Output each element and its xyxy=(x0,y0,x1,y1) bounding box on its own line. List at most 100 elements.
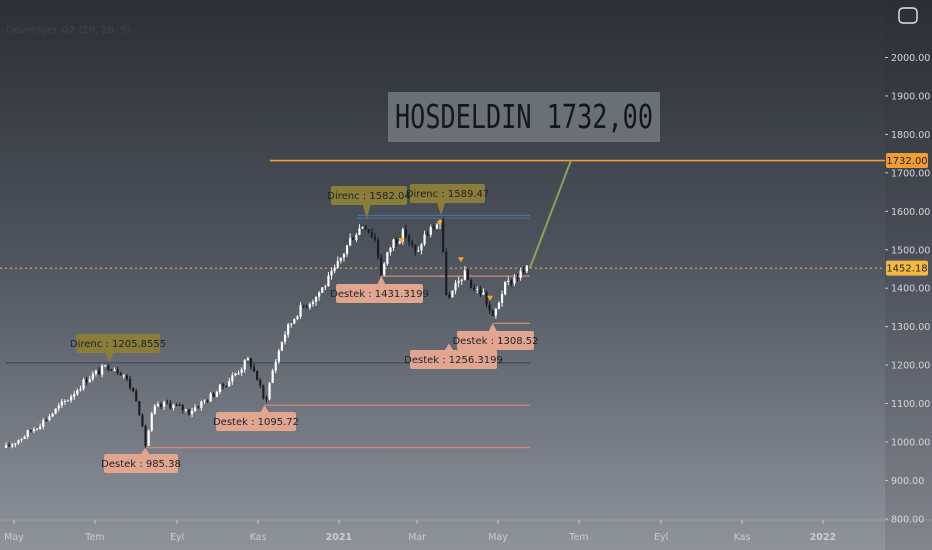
destek-label-box[interactable] xyxy=(216,412,296,431)
candle-body xyxy=(79,389,82,391)
candle-body xyxy=(302,305,305,307)
candle-body xyxy=(435,224,439,229)
price-badge[interactable] xyxy=(886,260,928,276)
candle-body xyxy=(107,365,110,370)
candle-body xyxy=(122,375,125,377)
candle-body xyxy=(525,265,528,272)
indicator-legend[interactable]: Developer_07 (20, 20, 5) xyxy=(6,25,131,36)
y-tick-label: 1200.00 xyxy=(891,361,930,372)
peak-marker xyxy=(436,220,443,226)
candle-body xyxy=(20,438,23,441)
direnc-label-box[interactable] xyxy=(410,184,485,203)
price-badge[interactable] xyxy=(886,153,928,169)
destek-label-box[interactable] xyxy=(410,350,497,369)
x-tick-label: May xyxy=(4,532,24,543)
candle-body xyxy=(66,400,70,402)
direnc-label-text: Direnc : 1582.04 xyxy=(327,191,410,202)
candle-body xyxy=(426,234,429,236)
candle-body xyxy=(73,394,76,397)
x-tick-label: 2021 xyxy=(326,532,352,543)
candle-body xyxy=(187,409,191,415)
candle-body xyxy=(389,247,392,253)
candle-body xyxy=(324,286,327,288)
candle-body xyxy=(153,406,156,414)
candle-body xyxy=(420,244,423,251)
candle-body xyxy=(510,280,513,284)
y-tick-label: 800.00 xyxy=(891,514,924,525)
direnc-label-box[interactable] xyxy=(76,334,160,353)
candle-body xyxy=(240,369,243,373)
candle-body xyxy=(212,393,215,397)
candle-body xyxy=(349,237,352,246)
callout-pointer xyxy=(377,276,386,284)
candle-body xyxy=(488,304,491,311)
candle-body xyxy=(469,279,473,289)
candle-body xyxy=(175,404,178,406)
y-tick-label: 1900.00 xyxy=(891,91,930,102)
candle-body xyxy=(29,430,32,432)
direnc-label-box[interactable] xyxy=(331,186,407,205)
candle-body xyxy=(215,392,218,397)
candle-body xyxy=(234,373,237,376)
candle-body xyxy=(94,370,98,374)
candle-body xyxy=(243,360,246,370)
candle-body xyxy=(280,341,284,351)
candle-body xyxy=(482,292,485,295)
candle-body xyxy=(221,384,225,387)
candle-body xyxy=(150,413,153,431)
candle-body xyxy=(463,270,466,280)
candle-body xyxy=(321,287,324,293)
price-badge-text: 1452.18 xyxy=(886,264,927,275)
candle-body xyxy=(88,379,91,383)
candle-body xyxy=(159,404,163,407)
candle-body xyxy=(429,227,432,235)
candle-body xyxy=(225,386,228,388)
projection-line[interactable] xyxy=(528,160,572,269)
destek-label-box[interactable] xyxy=(104,454,178,473)
candle-body xyxy=(519,270,522,278)
candle-body xyxy=(345,245,349,254)
candle-body xyxy=(293,319,296,324)
y-tick-label: 1100.00 xyxy=(891,399,930,410)
candle-body xyxy=(23,436,26,439)
candle-body xyxy=(373,236,377,240)
peak-marker xyxy=(487,295,494,301)
candle-body xyxy=(516,277,519,279)
candle-body xyxy=(336,260,339,268)
destek-label-box[interactable] xyxy=(457,331,534,350)
chart-title-box[interactable] xyxy=(388,92,660,142)
candle-body xyxy=(522,270,525,272)
candle-body xyxy=(327,275,330,287)
candle-body xyxy=(113,370,116,372)
symbol-legend[interactable]: BIST 100 Endeksi, 1G, BIST xyxy=(6,8,142,19)
candle-body xyxy=(11,444,14,447)
candle-body xyxy=(460,279,463,281)
candle-body xyxy=(367,229,370,232)
candle-body xyxy=(104,365,107,367)
candle-body xyxy=(358,228,361,235)
destek-label-box[interactable] xyxy=(336,284,423,303)
candle-body xyxy=(423,234,426,245)
candle-body xyxy=(494,308,497,316)
candle-body xyxy=(361,226,364,229)
candle-body xyxy=(265,397,268,400)
candle-body xyxy=(26,430,29,437)
square-icon[interactable] xyxy=(898,7,918,24)
x-tick-label: Tem xyxy=(568,532,588,543)
candle-body xyxy=(190,410,194,415)
y-tick-label: 900.00 xyxy=(891,476,924,487)
candle-body xyxy=(442,220,445,252)
candle-body xyxy=(17,440,20,444)
candle-body xyxy=(308,304,311,308)
candle-body xyxy=(116,370,119,374)
candle-body xyxy=(110,369,113,371)
candle-body xyxy=(138,401,141,416)
y-tick-label: 1600.00 xyxy=(891,207,930,218)
candle-body xyxy=(485,292,488,305)
x-tick-label: Tem xyxy=(84,532,104,543)
candle-body xyxy=(57,405,60,409)
candle-body xyxy=(352,237,355,240)
y-tick-label: 1500.00 xyxy=(891,245,930,256)
